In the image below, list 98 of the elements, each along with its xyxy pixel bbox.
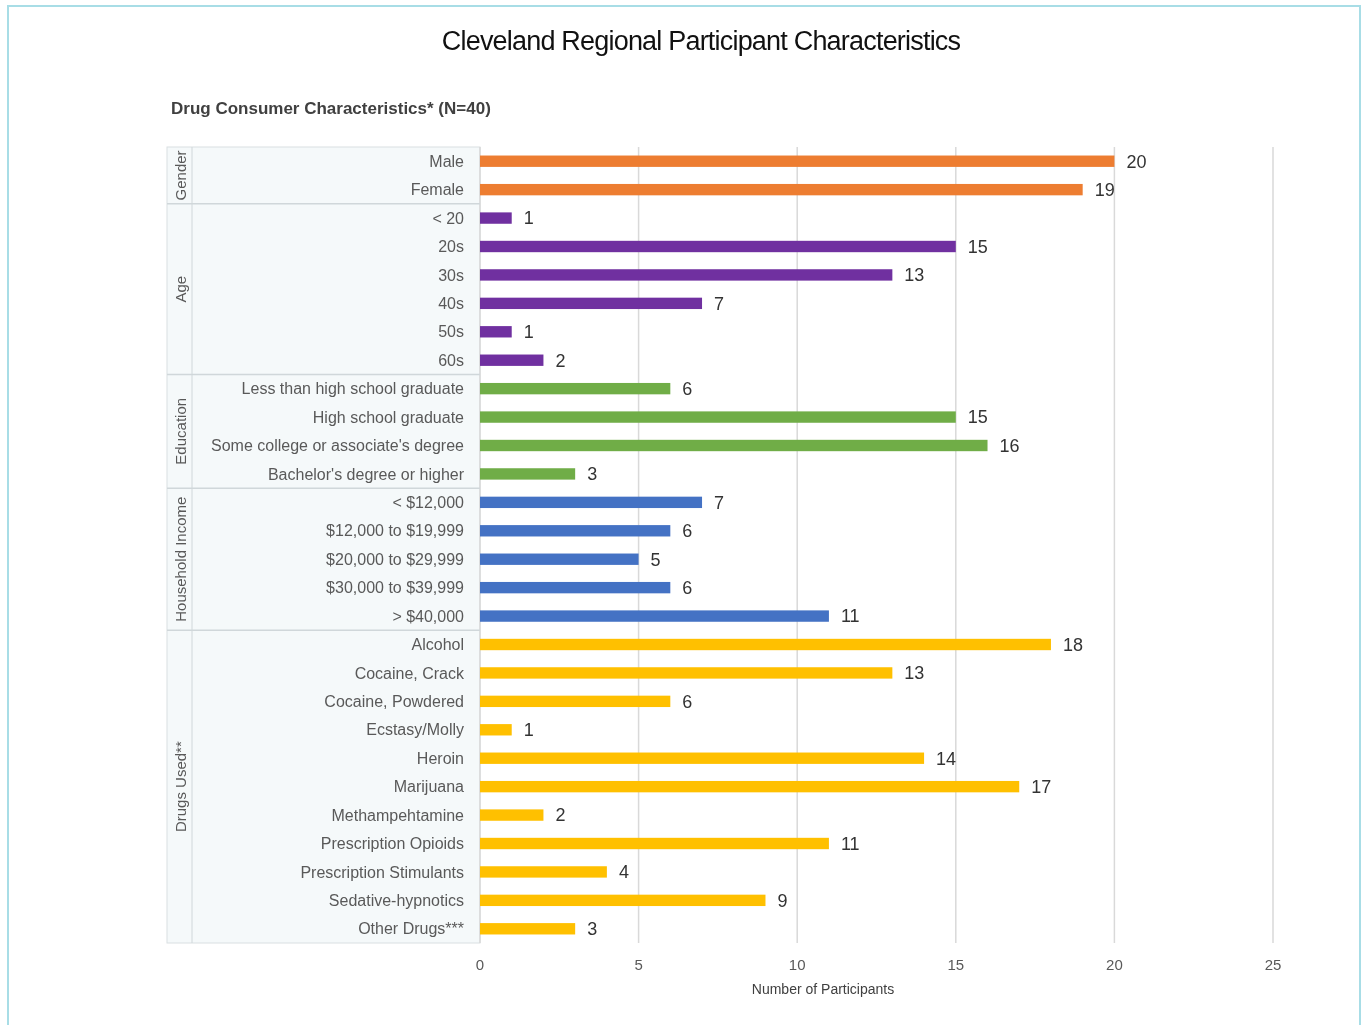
bar <box>480 923 576 935</box>
bar <box>480 411 956 423</box>
data-label: 4 <box>618 862 629 883</box>
data-label: 11 <box>840 833 860 854</box>
bar <box>480 695 671 708</box>
y-tick-label: 30s <box>438 266 464 284</box>
data-label: 7 <box>714 293 725 314</box>
y-tick-label: 40s <box>438 294 464 312</box>
data-label: 3 <box>587 919 598 940</box>
bar <box>480 525 671 537</box>
y-tick-label: 20s <box>438 238 464 256</box>
x-tick-label: 10 <box>788 956 806 973</box>
bar <box>480 667 893 679</box>
y-tick-label: Other Drugs*** <box>358 920 464 938</box>
bar <box>480 354 544 366</box>
bar <box>480 240 956 253</box>
y-tick-label: Prescription Opioids <box>320 835 464 853</box>
y-tick-label: Bachelor's degree or higher <box>267 465 465 483</box>
data-label: 5 <box>650 549 661 570</box>
data-label: 6 <box>682 691 693 712</box>
text: Education <box>172 397 189 465</box>
y-tick-label: Female <box>410 181 465 199</box>
y-tick-label: 60s <box>438 351 464 369</box>
y-tick-label: Male <box>429 152 465 170</box>
x-tick-label: 15 <box>947 956 965 973</box>
data-label: 17 <box>1031 776 1052 797</box>
text: Gender <box>172 150 189 201</box>
data-label: 6 <box>682 521 693 542</box>
bar <box>480 638 1051 651</box>
text: Drug Consumer Characteristics* (N=40) <box>171 99 491 118</box>
y-tick-label: $20,000 to $29,999 <box>326 550 465 568</box>
text: Household Income <box>172 496 189 622</box>
y-tick-label: Sedative-hypnotics <box>328 891 464 909</box>
bar <box>480 382 671 395</box>
text: Drugs Used** <box>172 741 189 833</box>
y-tick-label: High school graduate <box>312 408 465 426</box>
x-tick-label: 25 <box>1264 956 1282 973</box>
y-tick-label: $30,000 to $39,999 <box>326 579 465 597</box>
bar <box>480 866 607 878</box>
bar <box>480 610 829 622</box>
data-label: 3 <box>587 464 598 485</box>
data-label: 14 <box>936 748 957 769</box>
data-label: 6 <box>682 577 693 598</box>
y-tick-label: < 20 <box>432 209 465 227</box>
data-label: 7 <box>714 492 725 513</box>
data-label: 9 <box>777 890 788 911</box>
data-label: 1 <box>523 322 534 343</box>
bar <box>480 809 544 821</box>
data-label: 2 <box>555 350 566 371</box>
y-tick-label: Some college or associate's degree <box>211 437 465 455</box>
y-tick-label: $12,000 to $19,999 <box>326 522 465 540</box>
y-tick-label: Alcohol <box>411 636 464 654</box>
bar <box>480 183 1083 196</box>
data-label: 13 <box>904 663 925 684</box>
y-tick-label: > $40,000 <box>392 607 465 625</box>
bar <box>480 326 512 338</box>
bar <box>480 752 925 764</box>
y-tick-label: Cocaine, Powdered <box>324 692 464 710</box>
bar <box>480 439 988 452</box>
bar <box>480 468 576 480</box>
data-label: 16 <box>999 435 1020 456</box>
data-label: 15 <box>967 236 988 257</box>
bar <box>480 553 639 565</box>
data-label: 20 <box>1126 151 1147 172</box>
bar <box>480 780 1020 793</box>
text: Age <box>172 275 189 303</box>
y-tick-label: Ecstasy/Molly <box>366 721 464 739</box>
y-tick-label: 50s <box>438 323 464 341</box>
bar <box>480 724 512 736</box>
bar <box>480 894 766 907</box>
y-tick-label: Heroin <box>416 749 464 767</box>
y-tick-label: Cocaine, Crack <box>354 664 465 682</box>
y-tick-label: Less than high school graduate <box>241 380 465 398</box>
y-tick-label: Prescription Stimulants <box>300 863 464 881</box>
x-tick-label: 20 <box>1106 956 1123 973</box>
data-label: 6 <box>682 378 693 399</box>
x-tick-label: 5 <box>634 956 643 973</box>
chart-title: Cleveland Regional Participant Characteristics <box>441 26 961 56</box>
data-label: 1 <box>523 720 534 741</box>
x-tick-label: 0 <box>475 956 485 973</box>
x-axis-title: Number of Participants <box>751 981 895 997</box>
y-tick-label: Methampehtamine <box>331 806 465 824</box>
data-label: 1 <box>523 208 534 229</box>
data-label: 19 <box>1094 179 1115 200</box>
bar <box>480 212 512 224</box>
y-tick-label: Marijuana <box>393 778 465 796</box>
y-tick-label: < $12,000 <box>392 493 465 511</box>
bar <box>480 496 703 509</box>
data-label: 11 <box>840 606 860 627</box>
bar <box>480 581 671 594</box>
data-label: 18 <box>1062 634 1083 655</box>
data-label: 15 <box>967 407 988 428</box>
data-label: 2 <box>555 805 566 826</box>
bar <box>480 297 703 310</box>
data-label: 13 <box>904 265 925 286</box>
bar <box>480 269 893 281</box>
bar <box>480 837 829 850</box>
bar <box>480 155 1115 167</box>
